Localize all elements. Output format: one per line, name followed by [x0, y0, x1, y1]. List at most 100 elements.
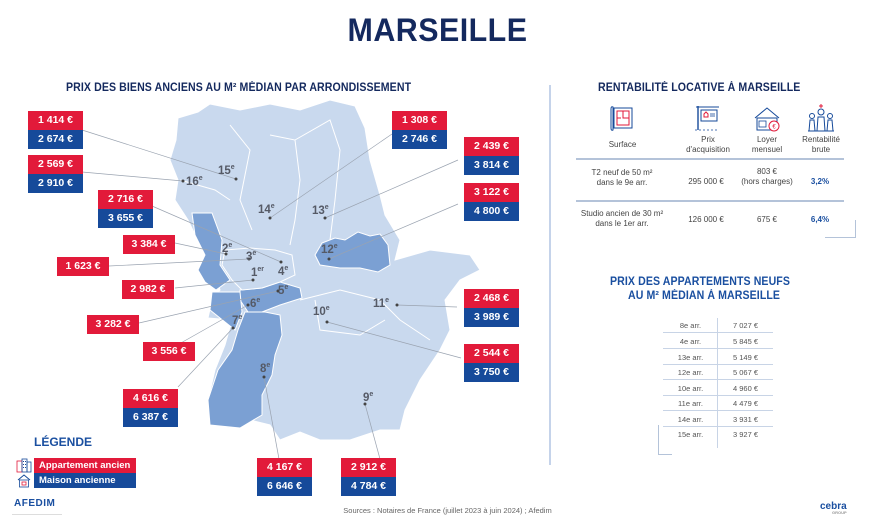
price-appartement: 3 282 € [87, 315, 139, 334]
price-box-8e: 4 167 € 6 646 € [257, 458, 312, 496]
logo-underline [12, 514, 62, 515]
neufs-column-divider [717, 318, 718, 448]
cebra-logo: cebra GROUP [820, 501, 847, 515]
price-box-16e: 2 569 € 2 910 € [28, 155, 83, 193]
price-box-6e: 3 556 € [143, 342, 195, 361]
header-loyer: Loyer mensuel [751, 135, 783, 154]
rentabilite-section-title: RENTABILITÉ LOCATIVE À MARSEILLE [598, 82, 801, 94]
price-box-14e: 1 308 € 2 746 € [392, 111, 447, 149]
vertical-divider [549, 85, 551, 465]
row2-prix: 126 000 € [688, 215, 724, 224]
arr-label-4: 4e [278, 265, 289, 278]
price-appartement: 2 569 € [28, 155, 83, 174]
price-box-7e: 4 616 € 6 387 € [123, 389, 178, 427]
neufs-row: 15e arr. 3 927 € [677, 430, 759, 439]
header-surface: Surface [608, 140, 637, 149]
table-divider [576, 200, 844, 202]
for-sale-sign-icon [695, 106, 719, 131]
price-box-12e: 3 122 € 4 800 € [464, 183, 519, 221]
page-title: MARSEILLE [347, 12, 528, 48]
price-box-9e: 2 912 € 4 784 € [341, 458, 396, 496]
row1-prix: 295 000 € [688, 177, 724, 186]
price-appartement: 2 716 € [98, 190, 153, 209]
row2-loyer: 675 € [756, 215, 778, 224]
arr-label-7: 7e [232, 314, 243, 327]
price-maison: 4 784 € [341, 477, 396, 496]
arr-label-10: 10e [313, 305, 330, 318]
arr-label-11: 11e [373, 297, 390, 310]
price-maison: 3 750 € [464, 363, 519, 382]
price-maison: 3 655 € [98, 209, 153, 228]
arr-label-16: 16e [186, 175, 203, 188]
map-region-2e [191, 212, 231, 291]
map-region-1-3-4 [221, 247, 296, 291]
price-appartement: 4 167 € [257, 458, 312, 477]
decorative-bracket [658, 425, 672, 455]
price-box-4e: 2 716 € 3 655 € [98, 190, 153, 228]
row1-loyer: 803 € (hors charges) [741, 167, 793, 186]
neufs-row: 13e arr. 5 149 € [663, 350, 773, 365]
apartment-building-icon [16, 458, 32, 473]
arr-label-15: 15e [218, 164, 235, 177]
arr-label-14: 14e [258, 203, 275, 216]
price-maison: 6 387 € [123, 408, 178, 427]
price-appartement: 3 556 € [143, 342, 195, 361]
price-appartement: 3 384 € [123, 235, 175, 254]
price-box-15e: 1 414 € 2 674 € [28, 111, 83, 149]
row2-rentabilite: 6,4% [810, 215, 830, 224]
neufs-row: 14e arr. 3 931 € [663, 412, 773, 427]
price-appartement: 2 912 € [341, 458, 396, 477]
neufs-row: 8e arr. 7 027 € [663, 318, 773, 333]
row1-surface: T2 neuf de 50 m² dans le 9e arr. [591, 168, 653, 187]
map-region-8e [207, 311, 283, 429]
neufs-row: 11e arr. 4 479 € [663, 396, 773, 411]
price-box-11e: 2 468 € 3 989 € [464, 289, 519, 327]
price-appartement: 2 439 € [464, 137, 519, 156]
price-maison: 2 674 € [28, 130, 83, 149]
price-box-10e: 2 544 € 3 750 € [464, 344, 519, 382]
svg-text:€: € [772, 125, 776, 131]
house-icon [17, 474, 31, 488]
row1-rentabilite: 3,2% [810, 177, 830, 186]
price-appartement: 4 616 € [123, 389, 178, 408]
price-appartement: 1 308 € [392, 111, 447, 130]
map-region-7e [209, 291, 243, 331]
map-section-title: PRIX DES BIENS ANCIENS AU M² MÉDIAN PAR … [66, 82, 412, 94]
price-box-5e: 3 282 € [87, 315, 139, 334]
neufs-row: 12e arr. 5 067 € [663, 365, 773, 380]
price-maison: 2 910 € [28, 174, 83, 193]
price-box-3e: 1 623 € [57, 257, 109, 276]
price-box-2e: 3 384 € [123, 235, 175, 254]
house-rent-icon: € [754, 107, 780, 132]
row2-surface: Studio ancien de 30 m² dans le 1er arr. [580, 209, 664, 228]
neufs-title-line1: PRIX DES APPARTEMENTS NEUFS [610, 276, 791, 288]
neufs-row: 4e arr. 5 845 € [663, 334, 773, 349]
neufs-title-line2: AU M² MÉDIAN À MARSEILLE [628, 290, 781, 302]
afedim-logo: AFEDIM [14, 498, 56, 509]
legend-title: LÉGENDE [34, 435, 93, 449]
header-rentabilite: Rentabilité brute [802, 135, 840, 154]
price-maison: 4 800 € [464, 202, 519, 221]
arr-label-8: 8e [260, 362, 271, 375]
map-region-12e [314, 231, 391, 273]
price-maison: 2 746 € [392, 130, 447, 149]
table-divider [576, 158, 844, 160]
legend-item-appartement: Appartement ancien [34, 458, 136, 473]
arr-label-2: 2e [222, 242, 233, 255]
price-appartement: 1 623 € [57, 257, 109, 276]
price-appartement: 2 544 € [464, 344, 519, 363]
arr-label-5: 5e [278, 284, 289, 297]
price-appartement: 3 122 € [464, 183, 519, 202]
header-prix: Prix d'acquisition [686, 135, 730, 154]
price-maison: 3 814 € [464, 156, 519, 175]
chess-pieces-icon [808, 104, 834, 132]
neufs-row: 10e arr. 4 960 € [663, 381, 773, 396]
arr-label-3: 3e [246, 250, 257, 263]
arr-label-13: 13e [312, 204, 329, 217]
price-box-13e: 2 439 € 3 814 € [464, 137, 519, 175]
arr-label-12: 12e [321, 243, 338, 256]
price-maison: 6 646 € [257, 477, 312, 496]
legend-item-maison: Maison ancienne [34, 473, 136, 488]
price-appartement: 2 468 € [464, 289, 519, 308]
